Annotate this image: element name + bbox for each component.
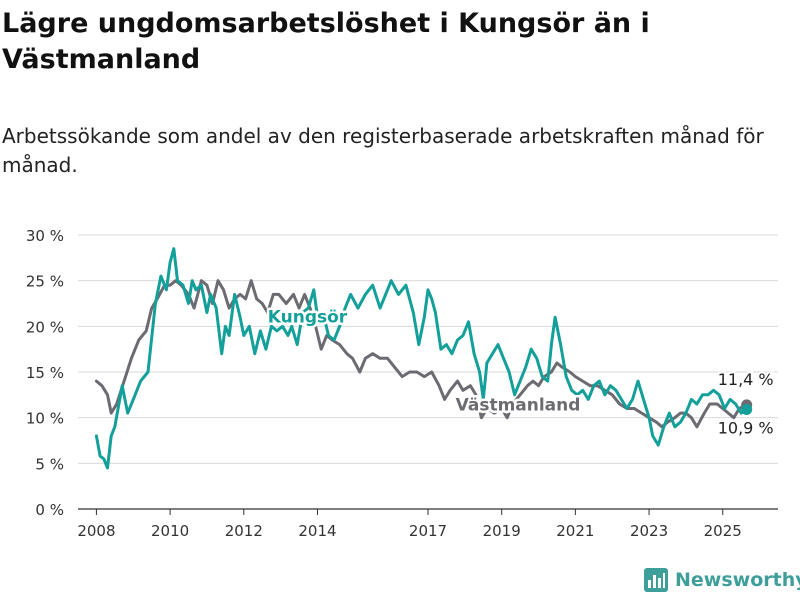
series-line-vastmanland xyxy=(94,279,749,429)
y-tick-label: 25 % xyxy=(26,273,64,291)
y-tick-label: 5 % xyxy=(35,455,64,473)
end-value-label-vastmanland: 11,4 % xyxy=(718,370,774,389)
x-tick-label: 2023 xyxy=(630,522,668,540)
x-tick-label: 2017 xyxy=(409,522,447,540)
series-label-vastmanland: Västmanland xyxy=(456,395,581,415)
brand-name: Newsworthy xyxy=(675,569,800,591)
x-tick-label: 2014 xyxy=(298,522,336,540)
x-tick-label: 2025 xyxy=(704,522,742,540)
x-tick-label: 2010 xyxy=(151,522,189,540)
y-tick-label: 0 % xyxy=(35,501,64,519)
chart-subtitle: Arbetssökande som andel av den registerb… xyxy=(2,124,764,177)
x-tick-label: 2019 xyxy=(483,522,521,540)
y-tick-label: 15 % xyxy=(26,364,64,382)
end-point-kungsor xyxy=(741,403,753,415)
x-tick-label: 2012 xyxy=(225,522,263,540)
y-tick-label: 30 % xyxy=(26,227,64,245)
y-tick-label: 20 % xyxy=(26,318,64,336)
series-line-kungsor xyxy=(94,247,749,470)
y-tick-label: 10 % xyxy=(26,410,64,428)
end-value-label-kungsor: 10,9 % xyxy=(718,418,774,437)
bar-chart-logo-icon xyxy=(644,568,668,592)
line-chart: 0 % 5 % 10 % 15 % 20 % 25 % 30 % 2008 2010 2012 20… xyxy=(26,227,778,540)
series-label-kungsor: Kungsör xyxy=(268,308,348,328)
x-tick-label: 2021 xyxy=(556,522,594,540)
x-tick-label: 2008 xyxy=(77,522,115,540)
brand-logo-group: Newsworthy xyxy=(644,568,800,592)
chart-title: Lägre ungdomsarbetslöshet i Kungsör än i… xyxy=(2,8,650,75)
